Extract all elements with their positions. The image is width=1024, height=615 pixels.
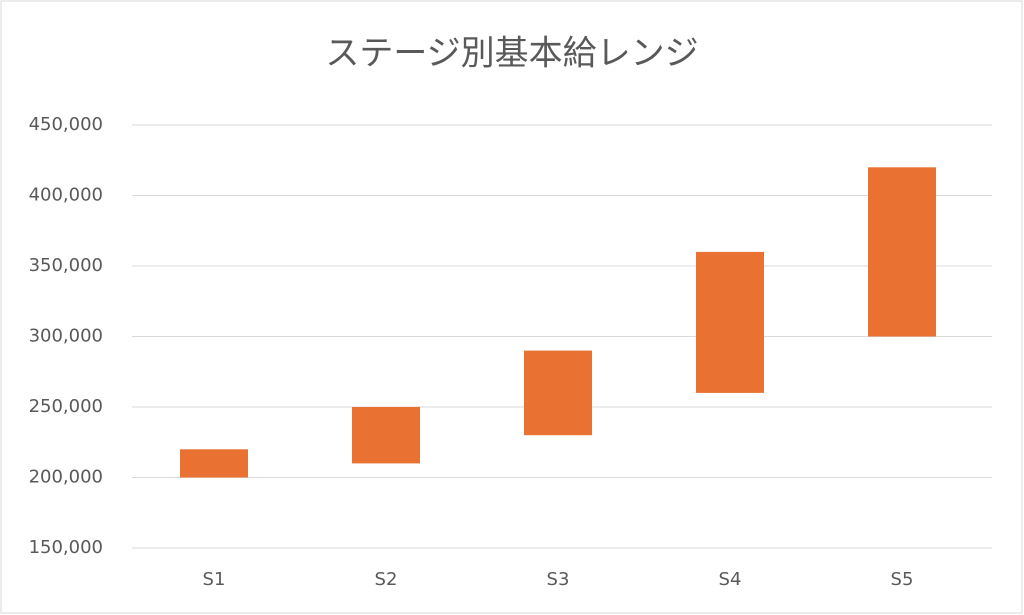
bar (180, 449, 248, 478)
bar (352, 407, 420, 464)
y-tick-label: 450,000 (29, 114, 103, 135)
chart-title: ステージ別基本給レンジ (325, 34, 698, 74)
x-tick-label: S2 (375, 569, 398, 590)
y-tick-label: 350,000 (29, 255, 103, 276)
x-tick-label: S4 (719, 569, 742, 590)
y-tick-label: 250,000 (29, 396, 103, 417)
bar (524, 350, 592, 436)
y-tick-label: 300,000 (29, 326, 103, 347)
x-tick-label: S5 (891, 569, 914, 590)
y-tick-label: 400,000 (29, 185, 103, 206)
bar (696, 251, 764, 393)
x-tick-label: S3 (547, 569, 570, 590)
y-tick-label: 200,000 (29, 467, 103, 488)
x-tick-label: S1 (203, 569, 226, 590)
bar (868, 167, 936, 337)
y-tick-label: 150,000 (29, 537, 103, 558)
